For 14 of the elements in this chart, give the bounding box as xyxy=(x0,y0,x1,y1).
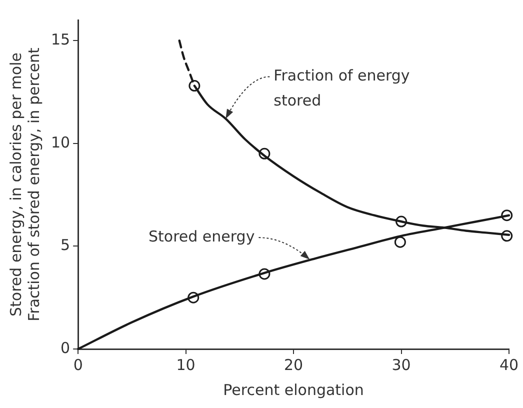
y-axis-title: Stored energy, in calories per mole Fraction of stored energy, in percent xyxy=(6,47,43,322)
y-tick-label: 10 xyxy=(50,133,70,152)
y-tick-label: 5 xyxy=(60,236,70,254)
annotation: Stored energy xyxy=(148,227,255,246)
x-tick-label: 10 xyxy=(176,356,196,374)
y-tick-label: 0 xyxy=(60,338,70,357)
point xyxy=(394,236,406,248)
x-tick-label: 20 xyxy=(284,356,304,374)
x-tick-label: 40 xyxy=(499,356,519,374)
x-tick-label: 30 xyxy=(392,356,411,374)
annotation: Fraction of energy stored xyxy=(274,66,410,110)
y-tick-label: 15 xyxy=(50,30,70,48)
x-tick-label: 0 xyxy=(73,356,83,374)
x-axis-title: Percent elongation xyxy=(223,380,364,399)
